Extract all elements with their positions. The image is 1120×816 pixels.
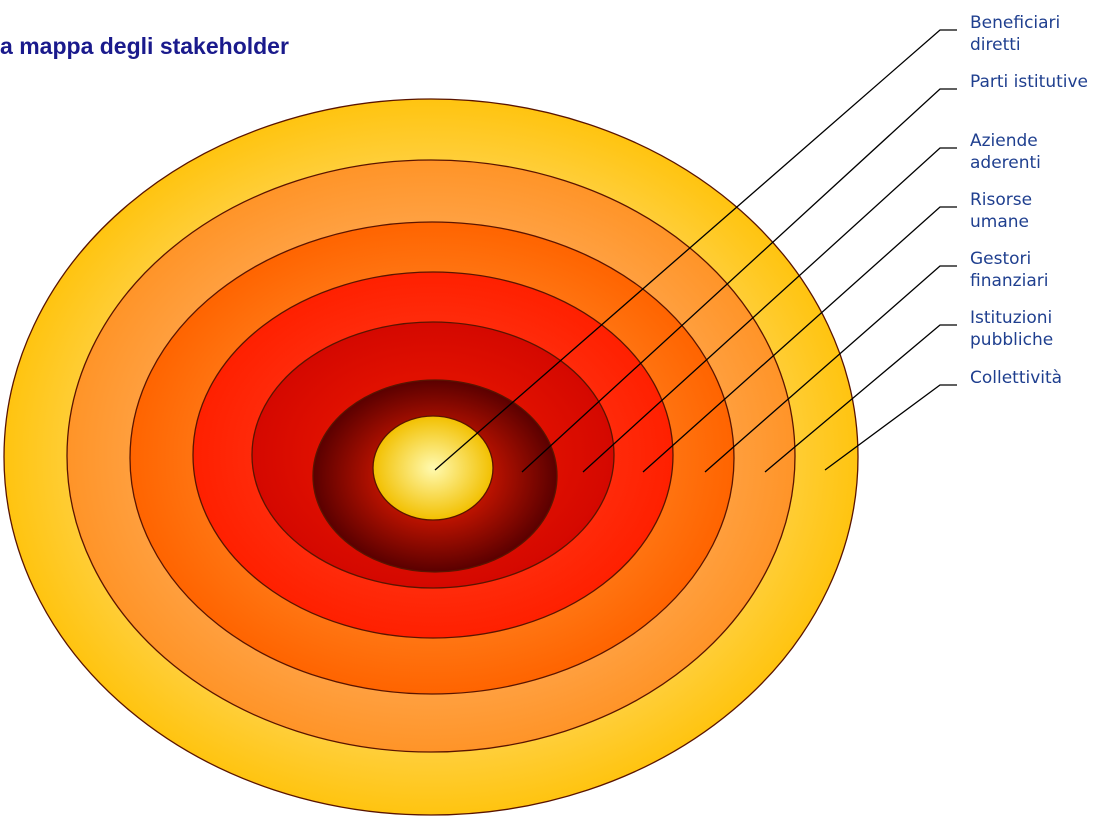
label-line: diretti (970, 35, 1021, 55)
leader-line (642, 206, 957, 473)
label-line: umane (970, 212, 1029, 232)
label-line: Parti istitutive (970, 72, 1088, 92)
leader-line (704, 265, 957, 473)
leader-line (764, 324, 957, 473)
core (372, 415, 494, 521)
label-line: Risorse (970, 190, 1032, 210)
rings (3, 98, 859, 816)
label-line: Collettività (970, 368, 1062, 388)
label-line: Istituzioni (970, 308, 1052, 328)
label-line: finanziari (970, 271, 1048, 291)
leader-line (434, 29, 957, 471)
label-line: Aziende (970, 131, 1038, 151)
leader-line (824, 384, 957, 471)
label-line: Gestori (970, 249, 1031, 269)
leader-line (521, 88, 957, 473)
leader-line (582, 147, 957, 473)
label-line: Beneficiari (970, 13, 1060, 33)
title: La mappa degli stakeholder (0, 33, 289, 59)
label-line: aderenti (970, 153, 1041, 173)
label-line: pubbliche (970, 330, 1053, 350)
